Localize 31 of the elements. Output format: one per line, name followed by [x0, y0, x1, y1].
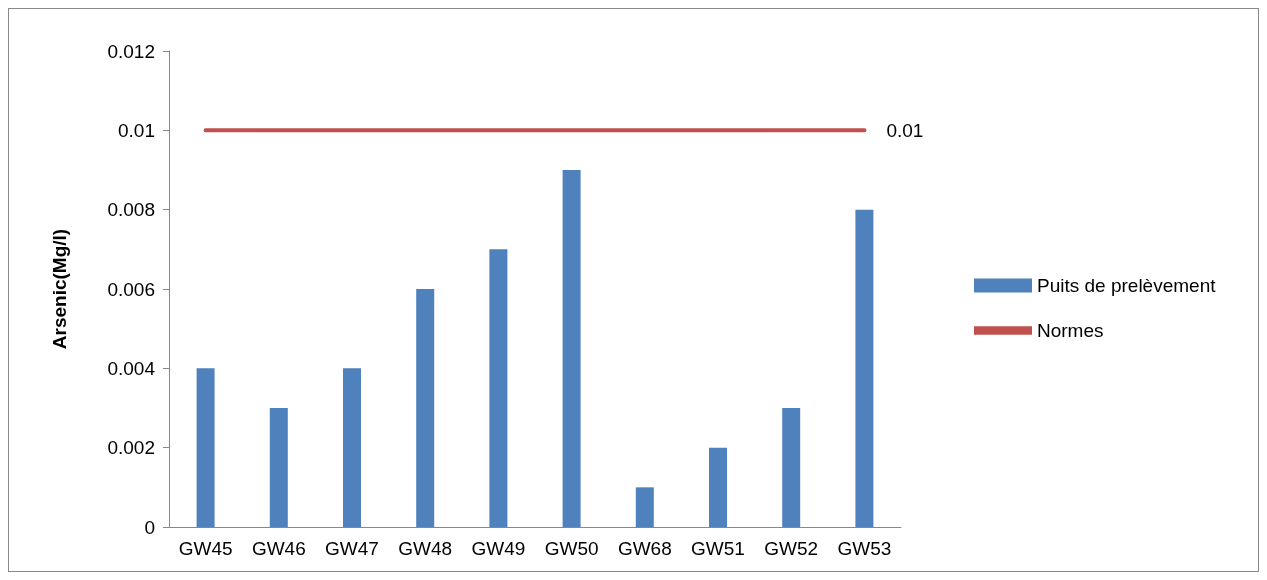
- bar: [196, 368, 215, 527]
- y-axis-title: Arsenic(Mg/l): [49, 228, 70, 350]
- bar: [709, 447, 727, 527]
- bar: [416, 289, 435, 527]
- y-tick-label: 0.006: [107, 278, 155, 300]
- x-tick-label: GW47: [325, 538, 379, 559]
- x-tick-label: GW48: [398, 538, 453, 559]
- x-tick-label: GW45: [178, 538, 233, 559]
- y-tick-label: 0.002: [107, 437, 155, 459]
- bar: [269, 408, 288, 527]
- x-tick-label: GW46: [251, 538, 306, 559]
- bar: [562, 170, 581, 527]
- x-tick-label: GW52: [764, 538, 819, 559]
- y-tick-label: 0.008: [107, 199, 155, 221]
- legend-label: Normes: [1037, 320, 1104, 341]
- x-tick-label: GW53: [837, 538, 892, 559]
- bar: [855, 209, 874, 527]
- y-tick-label: 0: [144, 516, 155, 538]
- x-tick-label: GW51: [691, 538, 745, 559]
- y-tick-label: 0.012: [107, 40, 155, 62]
- legend-label: Puits de prelèvement: [1037, 275, 1217, 296]
- bar: [489, 249, 508, 527]
- x-tick-label: GW49: [471, 538, 526, 559]
- bar: [343, 368, 361, 527]
- y-tick-label: 0.01: [118, 119, 155, 141]
- bar: [782, 408, 801, 527]
- data-label: 0.01: [886, 119, 924, 141]
- x-tick-label: GW68: [617, 538, 672, 559]
- x-tick-label: GW50: [544, 538, 599, 559]
- bar: [635, 487, 654, 527]
- y-tick-label: 0.004: [107, 357, 156, 379]
